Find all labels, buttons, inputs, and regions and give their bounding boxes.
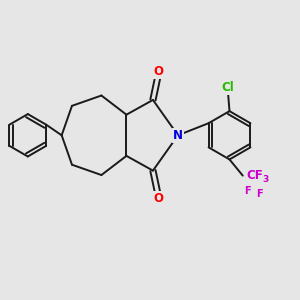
Text: F: F (256, 189, 262, 199)
Text: 3: 3 (262, 175, 268, 184)
Text: Cl: Cl (222, 81, 234, 94)
Text: F: F (244, 186, 250, 196)
Text: N: N (173, 129, 183, 142)
Text: O: O (154, 192, 164, 205)
Text: O: O (154, 65, 164, 79)
Text: CF: CF (247, 169, 263, 182)
